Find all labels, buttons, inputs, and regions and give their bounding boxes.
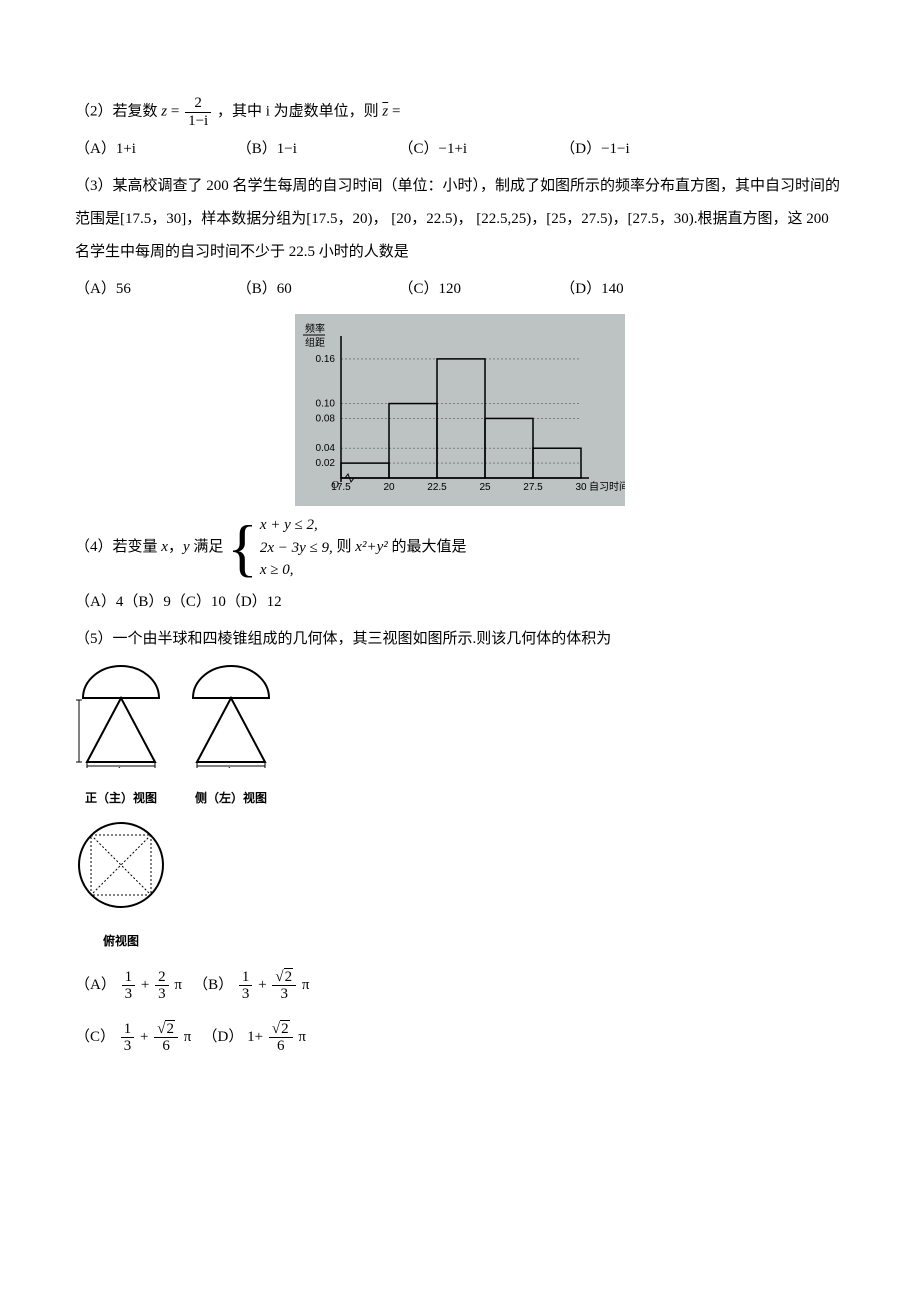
q2-stem-c: = [392,103,400,119]
q4-y: y [183,539,190,555]
svg-text:0.10: 0.10 [316,399,336,410]
q5-c-plus: + [140,1029,148,1045]
q4-system: { x + y ≤ 2, 2x − 3y ≤ 9, x ≥ 0, [227,514,333,582]
q2-zbar: z [382,103,388,119]
svg-text:0.08: 0.08 [316,413,336,424]
q3-opt-a: （A）56 [75,273,233,306]
q5-options: （A） 13 + 23 π （B） 13 + 23 π （C） 13 + 26 … [75,964,845,1058]
q3-opt-b: （B）60 [237,273,395,306]
side-view-svg: 1 [185,664,277,768]
front-view-svg: 1 [75,664,167,768]
svg-text:20: 20 [383,482,395,493]
q4-stem-b: ， [168,539,183,555]
q4-line3: x ≥ 0, [260,559,333,582]
q4-stem-e: 的最大值是 [388,539,467,555]
q4-options: （A）4（B）9（C）10（D）12 [75,586,845,619]
q5-optA-pre: （A） [75,977,116,993]
q5-a-pi: π [174,977,182,993]
view-row-top: 1 正（主）视图 1 侧（左）视图 [75,664,845,811]
histogram-figure: 频率组距0.020.040.080.100.16O17.52022.52527.… [295,314,625,506]
q4-line2: 2x − 3y ≤ 9, [260,537,333,560]
q5-optD-pre: （D） [203,1029,244,1045]
svg-text:频率: 频率 [305,322,325,335]
q3-stem: （3）某高校调查了 200 名学生每周的自习时间（单位：小时），制成了如图所示的… [75,178,840,260]
q4-x: x [161,539,168,555]
brace-icon: { [227,521,258,575]
svg-text:22.5: 22.5 [427,482,447,493]
svg-text:组距: 组距 [305,336,325,349]
q5-d-plus: + [255,1029,263,1045]
question-5: （5）一个由半球和四棱锥组成的几何体，其三视图如图所示.则该几何体的体积为 [75,623,845,656]
svg-text:27.5: 27.5 [523,482,543,493]
q2-frac-den: 1−i [185,113,211,130]
svg-text:30: 30 [575,482,587,493]
q5-c-frac1: 13 [121,1021,135,1055]
sqrt-icon: 2 [275,969,293,986]
q4-expr: x²+y² [355,539,387,555]
q5-stem: （5）一个由半球和四棱锥组成的几何体，其三视图如图所示.则该几何体的体积为 [75,631,611,647]
q5-c-frac2: 26 [154,1021,178,1055]
q2-var-z: z [161,103,167,119]
front-view-block: 1 正（主）视图 [75,664,167,811]
svg-text:0.02: 0.02 [316,458,336,469]
q5-d-one: 1 [247,1029,255,1045]
question-3: （3）某高校调查了 200 名学生每周的自习时间（单位：小时），制成了如图所示的… [75,170,845,269]
q5-b-frac1: 13 [239,969,253,1003]
question-4: （4）若变量 x，y 满足 { x + y ≤ 2, 2x − 3y ≤ 9, … [75,514,845,582]
svg-text:自习时间/小时: 自习时间/小时 [589,480,625,493]
q4-line1: x + y ≤ 2, [260,514,333,537]
q2-opt-b: （B）1−i [237,133,395,166]
front-view-label: 正（主）视图 [75,785,167,811]
top-view-svg [75,819,167,911]
q5-optB-pre: （B） [193,977,233,993]
top-view-label: 俯视图 [75,928,167,954]
q2-opt-c: （C）−1+i [399,133,557,166]
q2-opt-d: （D）−1−i [560,133,718,166]
q5-d-frac: 26 [269,1021,293,1055]
q3-opt-d: （D）140 [560,273,718,306]
svg-text:17.5: 17.5 [331,482,351,493]
side-view-label: 侧（左）视图 [185,785,277,811]
q2-opt-a: （A）1+i [75,133,233,166]
q5-b-frac2: 23 [272,969,296,1003]
sqrt-icon: 2 [157,1021,175,1038]
side-view-block: 1 侧（左）视图 [185,664,277,811]
q5-line-cd: （C） 13 + 26 π （D） 1+ 26 π [75,1016,845,1058]
top-view-block: 俯视图 [75,819,167,954]
q2-options: （A）1+i （B）1−i （C）−1+i （D）−1−i [75,133,845,166]
three-views: 1 正（主）视图 1 侧（左）视图 俯视图 [75,664,845,955]
q3-options: （A）56 （B）60 （C）120 （D）140 [75,273,845,306]
svg-text:0.16: 0.16 [316,354,336,365]
q4-stem-c: 满足 [190,539,224,555]
svg-text:0.04: 0.04 [316,443,336,454]
q3-opt-c: （C）120 [399,273,557,306]
q5-line-ab: （A） 13 + 23 π （B） 13 + 23 π [75,964,845,1006]
q4-opts: （A）4（B）9（C）10（D）12 [75,586,282,619]
q5-b-pi: π [302,977,310,993]
q2-stem-b: ，其中 i 为虚数单位，则 [217,103,379,119]
q5-d-pi: π [298,1029,306,1045]
sqrt-icon: 2 [272,1021,290,1038]
q5-c-pi: π [184,1029,192,1045]
q5-a-frac1: 13 [122,969,136,1003]
q2-stem-a: （2）若复数 [75,103,158,119]
q4-lines: x + y ≤ 2, 2x − 3y ≤ 9, x ≥ 0, [260,514,333,582]
q5-b-plus: + [258,977,266,993]
q2-fraction: 2 1−i [185,95,211,129]
q5-a-plus: + [141,977,149,993]
q2-frac-num: 2 [185,95,211,113]
q5-optC-pre: （C） [75,1029,115,1045]
q4-stem-a: （4）若变量 [75,539,161,555]
q2-eq: = [171,103,179,119]
question-2: （2）若复数 z = 2 1−i ，其中 i 为虚数单位，则 z = [75,95,845,129]
q5-a-frac2: 23 [155,969,169,1003]
svg-text:25: 25 [479,482,491,493]
q4-stem-d: 则 [337,539,356,555]
